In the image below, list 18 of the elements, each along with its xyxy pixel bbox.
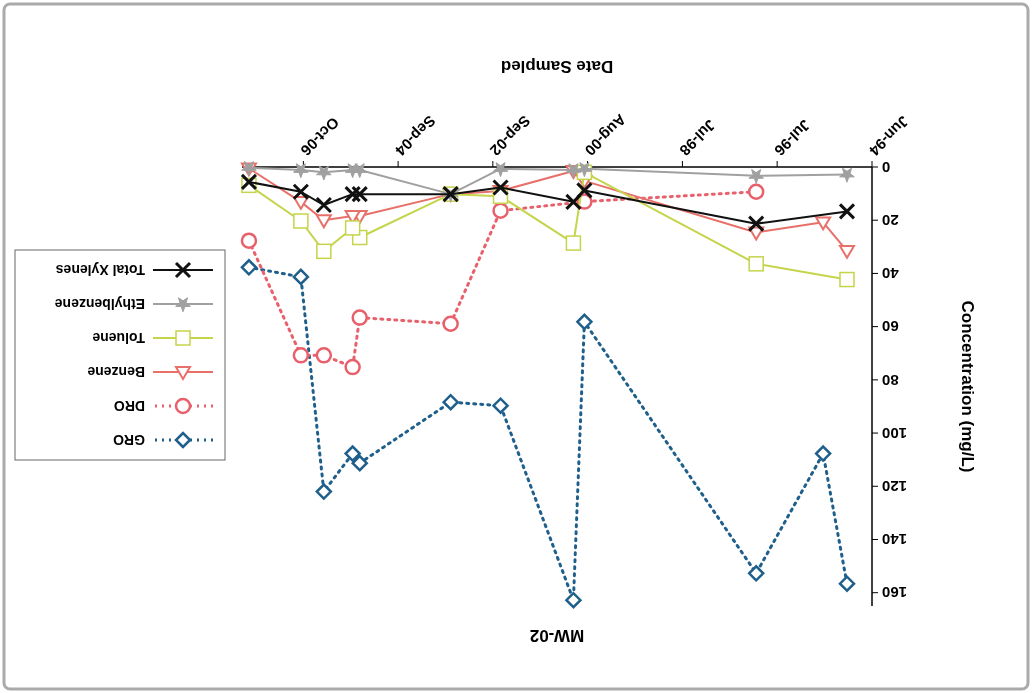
y-tick-label: 160 xyxy=(882,584,908,602)
legend-label: Benzene xyxy=(87,364,145,381)
legend-label: DRO xyxy=(113,398,145,415)
y-tick-label: 60 xyxy=(882,318,899,336)
legend-label: Total Xylenes xyxy=(55,262,145,279)
legend-label: Ethylbenzene xyxy=(54,296,145,313)
y-tick-label: 20 xyxy=(882,211,899,229)
legend-label: GRO xyxy=(113,432,145,449)
y-axis-title: Concentration (mg/L) xyxy=(958,300,977,473)
y-tick-label: 80 xyxy=(882,371,899,389)
y-tick-label: 120 xyxy=(882,478,908,496)
y-tick-label: 40 xyxy=(882,265,899,283)
y-tick-label: 0 xyxy=(882,158,891,176)
legend-label: Toluene xyxy=(92,330,145,347)
text: MW-02 xyxy=(529,626,585,645)
y-tick-label: 100 xyxy=(882,424,908,442)
x-axis-title: Date Sampled xyxy=(500,57,614,76)
y-tick-label: 140 xyxy=(882,531,908,549)
